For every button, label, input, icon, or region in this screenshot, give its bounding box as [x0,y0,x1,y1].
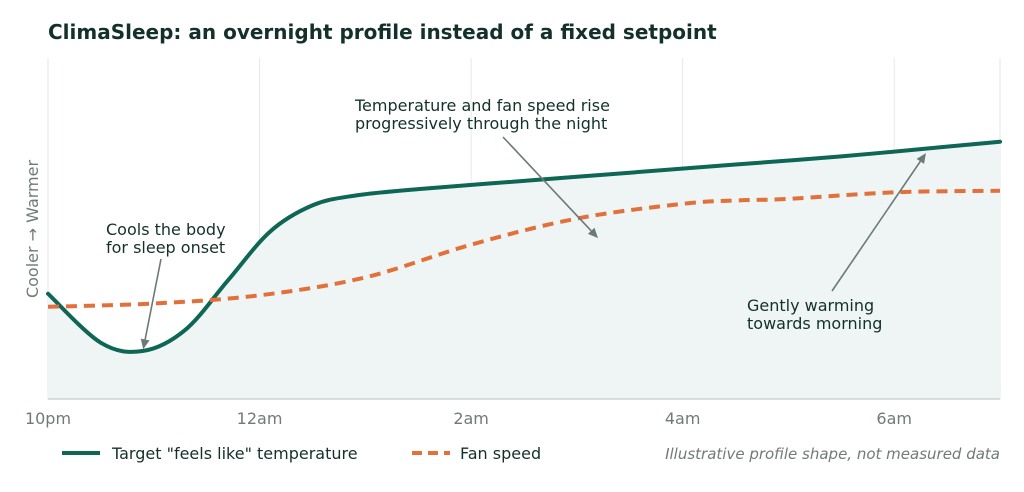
x-tick-label-4am: 4am [665,409,701,428]
annotation-arrow-sleep-onset [140,258,162,350]
legend-label-temperature: Target "feels like" temperature [111,444,358,463]
annotation-sleep-onset-line-2: for sleep onset [106,238,225,257]
chart-title: ClimaSleep: an overnight profile instead… [48,20,717,44]
legend: Target "feels like" temperature Fan spee… [62,444,541,463]
annotation-progressive-rise-line-1: Temperature and fan speed rise [354,96,610,115]
annotation-warming-morning-line-2: towards morning [747,314,882,333]
x-axis-ticks: 10pm 12am 2am 4am 6am [25,409,912,428]
x-tick-label-12am: 12am [237,409,283,428]
x-tick-label-10pm: 10pm [25,409,71,428]
annotation-warming-morning-line-1: Gently warming [747,296,874,315]
series-line-fan-speed [47,188,1001,309]
x-tick-label-6am: 6am [876,409,912,428]
annotation-sleep-onset: Cools the body for sleep onset [106,220,231,257]
temperature-area-fill [48,141,1000,399]
annotation-arrow-warming-morning [831,153,926,292]
annotation-arrow-progressive-rise [502,136,599,239]
annotation-progressive-rise: Temperature and fan speed rise progressi… [354,96,615,133]
x-tick-label-2am: 2am [453,409,489,428]
footnote: Illustrative profile shape, not measured… [665,445,1000,463]
annotation-warming-morning: Gently warming towards morning [747,296,882,333]
series-line-temperature [46,139,1002,354]
annotation-progressive-rise-line-2: progressively through the night [355,114,607,133]
annotation-arrows [140,136,926,350]
annotation-sleep-onset-line-1: Cools the body [106,220,226,239]
legend-label-fan-speed: Fan speed [460,444,541,463]
y-axis-label: Cooler → Warmer [23,160,42,299]
